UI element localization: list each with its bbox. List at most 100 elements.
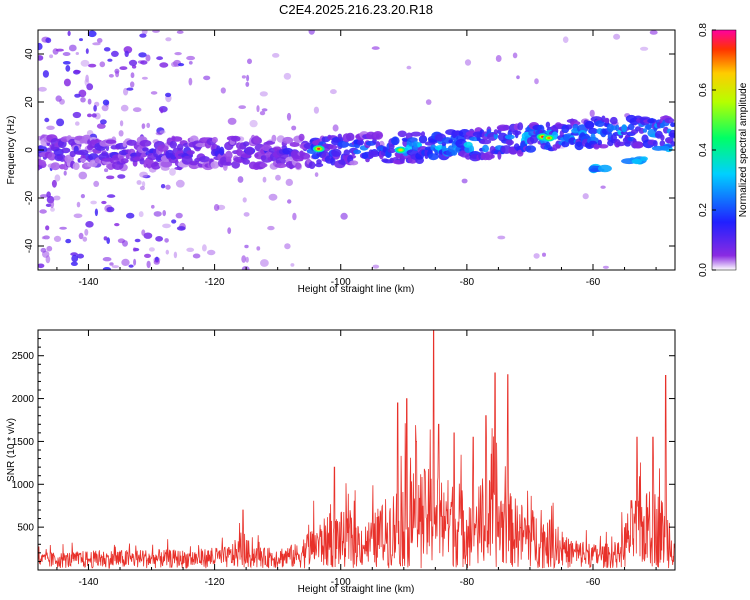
spectrogram-ridge-blob — [502, 124, 510, 131]
snr-x-tick-label: -100 — [331, 577, 351, 588]
spectrogram-speckle — [372, 264, 380, 269]
spectrogram-speckle — [119, 66, 128, 70]
spectrogram-speckle — [96, 123, 106, 129]
spectrogram-x-tick-label: -60 — [586, 277, 601, 288]
snr-x-tick-label: -140 — [78, 577, 98, 588]
spectrogram-ridge-blob — [512, 130, 522, 136]
spectrogram-speckle — [75, 52, 80, 55]
spectrogram-speckle — [177, 63, 185, 67]
spectrogram-ridge-blob — [490, 154, 495, 159]
spectrogram-speckle — [78, 232, 84, 240]
spectrogram-ridge-blob — [275, 163, 287, 169]
spectrogram-speckle — [71, 254, 79, 263]
spectrogram-ridge-blob — [418, 135, 428, 144]
snr-y-tick-label: 2000 — [12, 394, 35, 405]
spectrogram-ridge-blob — [668, 132, 675, 138]
spectrogram-speckle — [99, 61, 106, 68]
spectrogram-speckle — [93, 105, 97, 112]
spectrogram-speckle — [241, 75, 246, 79]
spectrogram-speckle — [174, 52, 182, 56]
spectrogram-speckle — [497, 235, 506, 240]
spectrogram-ridge-blob — [337, 140, 350, 148]
spectrogram-speckle — [103, 236, 108, 241]
spectrogram-y-tick-label: -40 — [24, 238, 35, 253]
snr-y-tick-label: 500 — [17, 523, 34, 534]
spectrogram-ridge-blob — [621, 124, 628, 133]
spectrogram-speckle — [542, 252, 546, 257]
spectrogram-speckle — [249, 119, 258, 128]
spectrogram-secondary-blob — [660, 145, 670, 151]
spectrogram-speckle — [86, 83, 94, 91]
spectrogram-ridge-blob — [38, 159, 46, 166]
spectrogram-ridge-blob — [568, 137, 576, 146]
spectrogram-speckle — [332, 124, 339, 132]
spectrogram-speckle — [238, 105, 246, 109]
snr-plot-area — [38, 330, 675, 570]
spectrogram-ridge-blob — [372, 131, 384, 140]
spectrogram-ridge-blob — [400, 158, 405, 163]
spectrogram-ridge-blob — [604, 117, 610, 124]
spectrogram-speckle — [640, 46, 649, 51]
spectrogram-ridge-blob — [153, 161, 159, 167]
spectrogram-speckle — [186, 55, 196, 61]
spectrogram-speckle — [102, 267, 111, 270]
spectrogram-ridge-blob — [525, 145, 537, 153]
spectrogram-ridge-blob — [493, 129, 498, 135]
spectrogram-speckle — [141, 181, 146, 188]
spectrogram-y-tick-label: 40 — [24, 48, 35, 60]
spectrogram-speckle — [213, 204, 220, 211]
spectrogram-speckle — [80, 194, 85, 199]
spectrogram-speckle — [237, 176, 244, 183]
spectrogram-speckle — [62, 61, 71, 65]
spectrogram-speckle — [186, 247, 195, 252]
spectrogram-y-label: Frequency (Hz) — [6, 116, 17, 185]
spectrogram-ridge-blob — [225, 161, 233, 166]
spectrogram-ridge-blob — [142, 147, 149, 152]
spectrogram-ridge-blob — [50, 162, 61, 171]
spectrogram-ridge-blob — [38, 145, 48, 154]
spectrogram-speckle — [72, 111, 82, 119]
spectrogram-peaks — [312, 133, 555, 154]
spectrogram-ridge-blob — [349, 160, 359, 166]
spectrogram-ridge-blob — [598, 144, 609, 149]
spectrogram-ridge-blob — [627, 123, 635, 131]
spectrogram-ridge-blob — [72, 162, 80, 170]
spectrogram-speckle — [117, 174, 126, 179]
spectrogram-ridge-blob — [47, 152, 57, 161]
spectrogram-speckle — [75, 121, 80, 126]
spectrogram-speckle — [582, 193, 589, 200]
spectrogram-speckle — [42, 70, 50, 78]
spectrogram-ridge-blob — [139, 139, 152, 147]
spectrogram-speckle — [159, 62, 169, 68]
spectrogram-speckle — [165, 249, 169, 255]
spectrogram-speckle — [111, 50, 119, 58]
spectrogram-speckle — [176, 226, 186, 231]
spectrogram-speckle — [246, 74, 250, 82]
spectrogram-secondary-band — [588, 143, 673, 174]
spectrogram-ridge-blob — [211, 136, 218, 143]
spectrogram-speckle — [143, 232, 153, 239]
spectrogram-speckle — [63, 78, 71, 87]
spectrogram-speckle — [68, 44, 77, 52]
spectrogram-speckle — [38, 86, 47, 92]
spectrogram-ridge-blob — [517, 122, 524, 131]
spectrogram-speckle — [111, 265, 120, 269]
spectrogram-ridge-blob — [195, 142, 207, 148]
spectrogram-speckle — [589, 109, 595, 118]
spectrogram-speckle — [101, 104, 109, 112]
spectrogram-ridge-blob — [120, 158, 129, 164]
spectrogram-speckle — [67, 30, 71, 37]
snr-x-tick-label: -120 — [205, 577, 225, 588]
spectrogram-ridge-blob — [253, 135, 260, 144]
spectrogram-ridge-blob — [642, 128, 648, 133]
spectrogram-ridge-blob — [282, 136, 294, 144]
spectrogram-x-tick-label: -120 — [205, 277, 225, 288]
spectrogram-ridge-blob — [105, 139, 117, 144]
spectrogram-ridge-blob — [210, 161, 220, 169]
spectrogram-speckle — [84, 228, 89, 236]
spectrogram-speckle — [70, 261, 78, 266]
spectrogram-speckle — [314, 172, 319, 178]
spectrogram-speckle — [103, 47, 111, 52]
spectrogram-ridge-blob — [77, 149, 89, 156]
spectrogram-ridge-blob — [615, 124, 620, 132]
